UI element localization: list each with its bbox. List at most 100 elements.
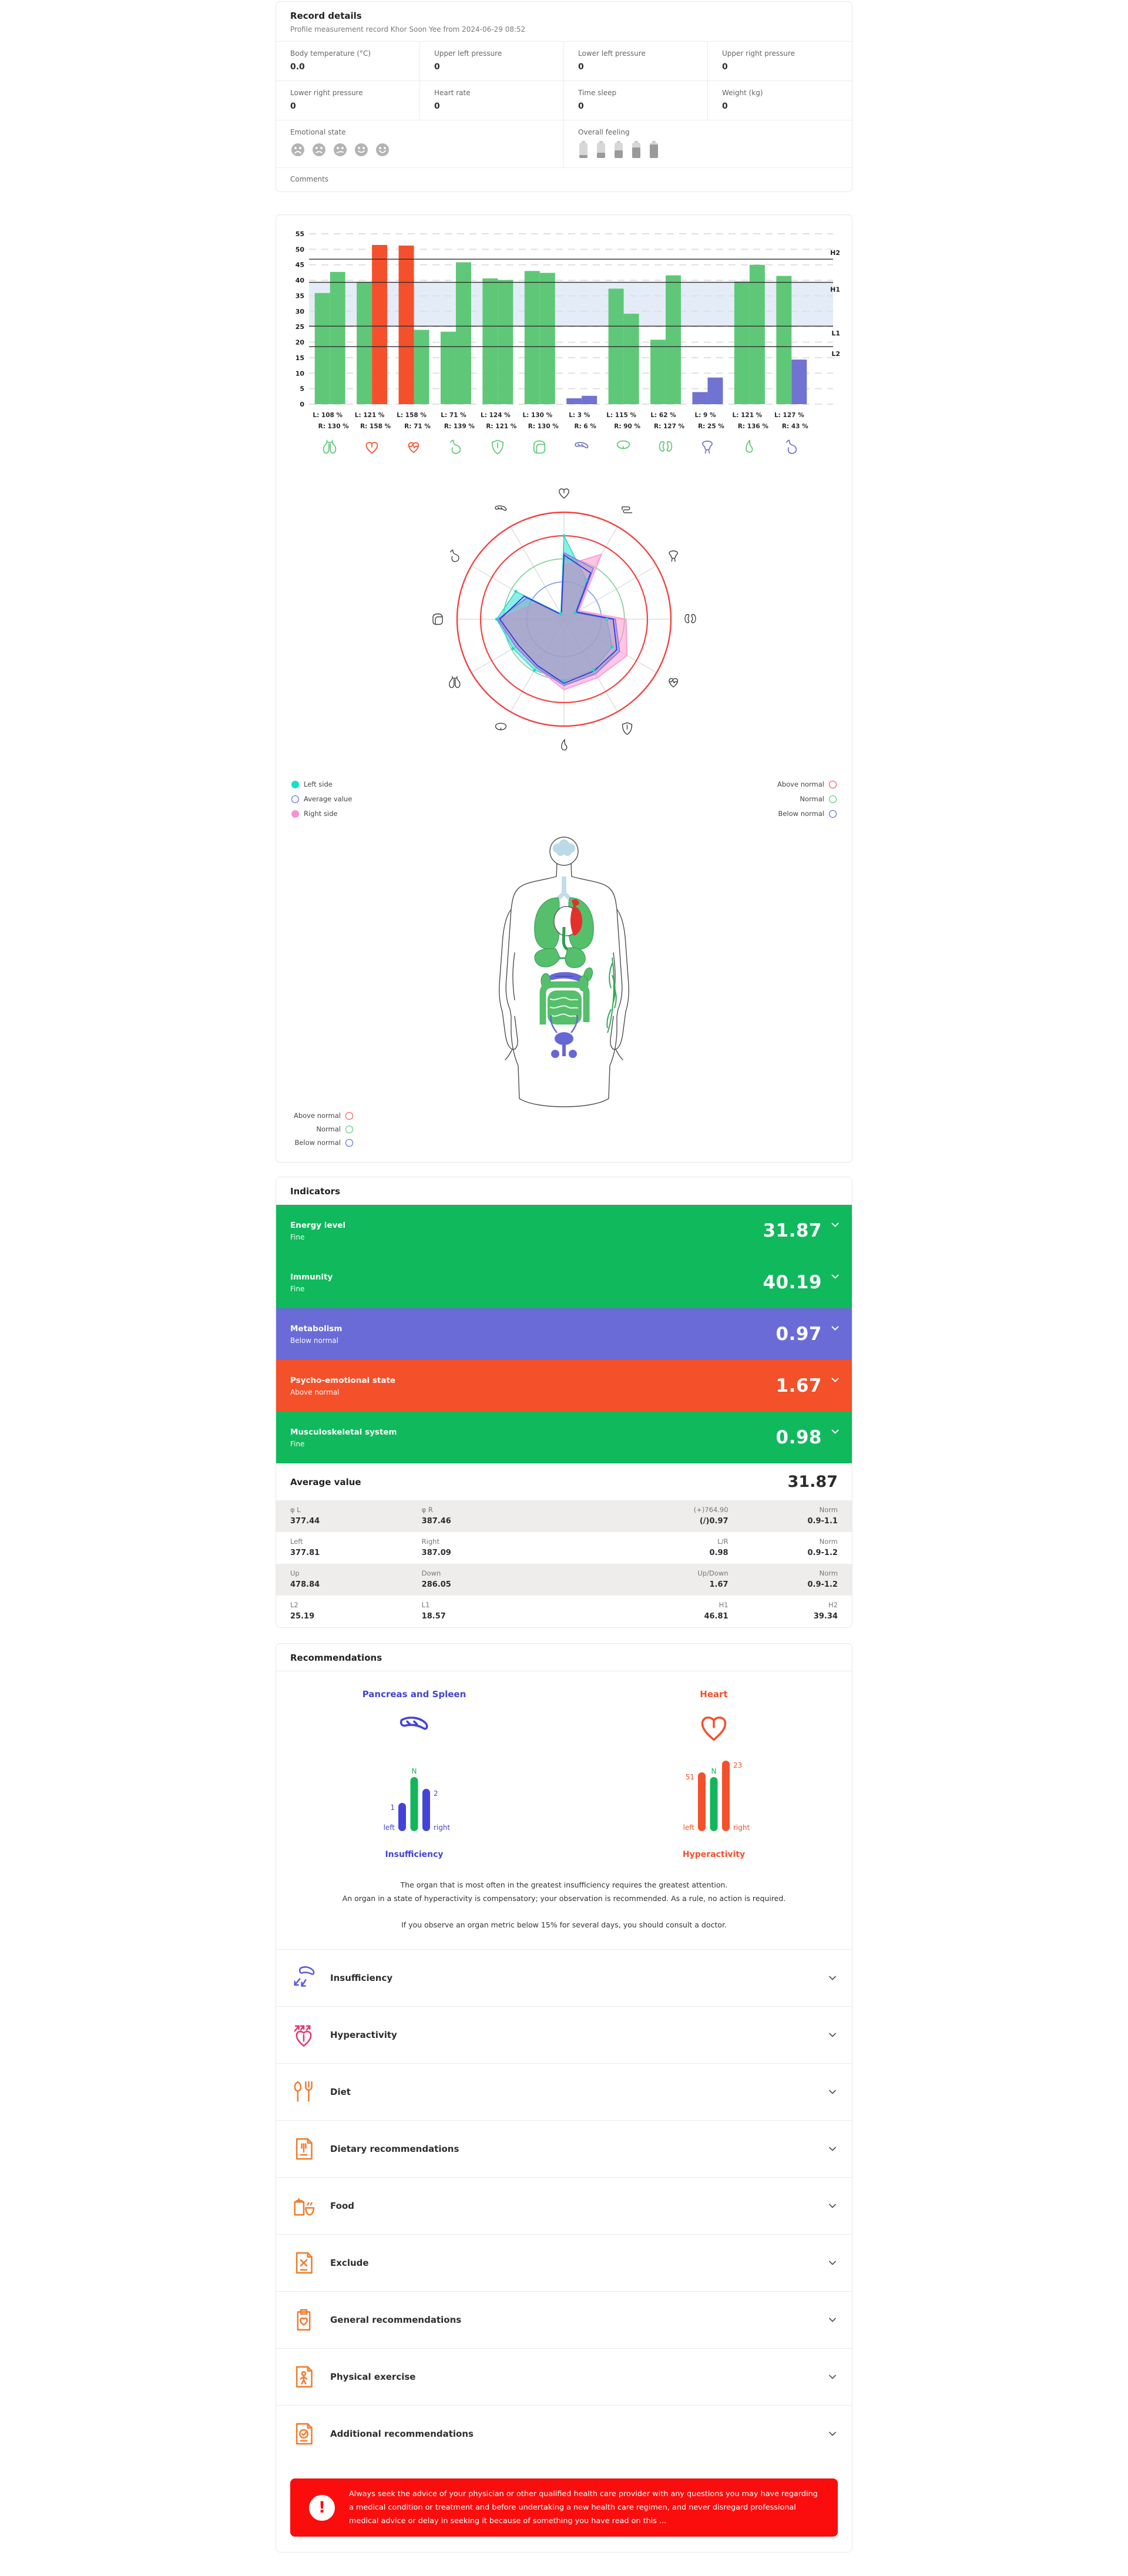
field-body-temperature-c-: Body temperature (°C) 0.0: [276, 42, 420, 81]
radar-axis-bladder: [669, 550, 678, 562]
bar-right-bladder: [707, 377, 723, 404]
svg-text:L2: L2: [831, 350, 840, 358]
mini-bar-1: [410, 1777, 418, 1831]
blue-outline-dot: [345, 1138, 353, 1147]
chevron-down-icon: [831, 1326, 839, 1331]
accordion-item-diet[interactable]: Diet: [276, 2063, 852, 2120]
radar-right-side: [498, 553, 628, 691]
battery-icon-level-5[interactable]: [649, 141, 659, 159]
indicator-row-energy-level[interactable]: Energy level Fine 31.87: [276, 1205, 852, 1257]
bar-left-stomach: [440, 331, 456, 404]
cell-label: (+)764.90: [693, 1506, 728, 1514]
svg-text:L: 158 %: L: 158 %: [397, 412, 427, 419]
battery-icon-level-3[interactable]: [613, 141, 624, 159]
accordion-item-food[interactable]: Food: [276, 2177, 852, 2234]
chevron-down-icon: [829, 2431, 836, 2436]
accordion-item-physical-exercise[interactable]: Physical exercise: [276, 2348, 852, 2405]
heart-icon: [701, 1717, 727, 1741]
trachea: [556, 876, 572, 901]
battery-icon-level-2[interactable]: [596, 141, 606, 159]
svg-text:L1: L1: [831, 330, 840, 337]
indicator-text: Psycho-emotional state Above normal: [290, 1376, 395, 1396]
svg-text:R: 127 %: R: 127 %: [654, 423, 685, 430]
bar-left-heart: [356, 281, 372, 404]
record-details-subtitle: Profile measurement record Khor Soon Yee…: [290, 25, 526, 33]
green-outline-dot: [345, 1125, 353, 1133]
table-cell: H2 39.34: [728, 1601, 838, 1621]
pink-dot: [291, 810, 299, 818]
record-details-header: Record details Profile measurement recor…: [276, 2, 852, 42]
cell-label: Right: [421, 1537, 439, 1546]
field-upper-left-pressure: Upper left pressure 0: [420, 42, 564, 81]
cell-label: L/R: [717, 1537, 728, 1546]
emotion-face-icon-5[interactable]: [375, 142, 390, 157]
table-cell: Up/Down 1.67: [564, 1569, 728, 1589]
recommendations-title: Recommendations: [290, 1653, 382, 1663]
indicator-row-psycho-emotional-state[interactable]: Psycho-emotional state Above normal 1.67: [276, 1360, 852, 1412]
accordion-item-dietary-recommendations[interactable]: Dietary recommendations: [276, 2120, 852, 2177]
svg-text:R: 139 %: R: 139 %: [444, 423, 475, 430]
accordion-label: Exclude: [330, 2258, 369, 2269]
chevron-down-icon: [829, 2261, 836, 2265]
radar-legend: Left side Average value Right side Above…: [276, 771, 852, 829]
radar-axis-shield: [622, 722, 633, 735]
battery-icon-level-4[interactable]: [631, 141, 642, 159]
body-legend-normal: Normal: [290, 1125, 838, 1133]
indicator-text: Immunity Fine: [290, 1272, 333, 1293]
field-label: Upper left pressure: [434, 49, 502, 58]
chevron-down-icon: [831, 1222, 839, 1227]
accordion-item-additional-recommendations[interactable]: Additional recommendations: [276, 2405, 852, 2462]
svg-text:R: 121 %: R: 121 %: [486, 423, 517, 430]
recommendation-notes: The organ that is most often in the grea…: [276, 1863, 852, 1949]
body-legend-above: Above normal: [290, 1111, 838, 1120]
svg-text:51: 51: [686, 1773, 694, 1781]
svg-text:L: 121 %: L: 121 %: [732, 412, 762, 419]
organ-bladder: [699, 438, 716, 458]
indicator-row-metabolism[interactable]: Metabolism Below normal 0.97: [276, 1308, 852, 1360]
cell-label: Norm: [819, 1537, 838, 1546]
heart-organ: [553, 899, 582, 936]
average-value-row: Average value 31.87: [276, 1463, 852, 1500]
emotion-face-icon-4[interactable]: [354, 142, 369, 157]
field-value: 0: [290, 102, 296, 111]
accordion-item-insufficiency[interactable]: Insufficiency: [276, 1949, 852, 2006]
accordion-label: Insufficiency: [330, 1973, 393, 1984]
battery-icon-level-1[interactable]: [578, 141, 589, 159]
comments-label: Comments: [290, 175, 329, 183]
blue-outline-dot: [291, 795, 299, 803]
emotion-face-icon-3[interactable]: [333, 142, 348, 157]
indicator-row-immunity[interactable]: Immunity Fine 40.19: [276, 1257, 852, 1308]
svg-text:0: 0: [300, 401, 304, 408]
accordion-icon-wrap: [290, 2421, 317, 2447]
green-outline-dot: [829, 795, 837, 803]
accordion-item-general-recommendations[interactable]: General recommendations: [276, 2291, 852, 2348]
svg-text:R: 130 %: R: 130 %: [528, 423, 559, 430]
accordion-item-exclude[interactable]: Exclude: [276, 2234, 852, 2291]
cell-value: 46.81: [704, 1612, 728, 1621]
cell-value: 1.67: [709, 1580, 728, 1589]
svg-text:5: 5: [300, 385, 304, 393]
comments-toggle[interactable]: Comments: [276, 168, 852, 192]
emotion-face-icon-1[interactable]: [290, 142, 306, 157]
emotion-face-icon-2[interactable]: [311, 142, 327, 157]
accordion-item-hyperactivity[interactable]: Hyperactivity: [276, 2006, 852, 2063]
svg-text:L: 9 %: L: 9 %: [694, 412, 716, 419]
mini-bar-0: [698, 1772, 706, 1831]
indicator-row-musculoskeletal-system[interactable]: Musculoskeletal system Fine 0.98: [276, 1412, 852, 1463]
indicator-status: Fine: [290, 1284, 305, 1293]
svg-text:L: 127 %: L: 127 %: [774, 412, 804, 419]
cell-label: Up/Down: [697, 1569, 728, 1577]
organ-heart: [363, 438, 381, 458]
indicator-value-wrap: 0.98: [776, 1427, 840, 1448]
bar-right-kidneys: [665, 275, 681, 404]
organ-liver: [615, 438, 632, 458]
svg-text:R: 43 %: R: 43 %: [781, 423, 808, 430]
table-row: Up 478.84 Down 286.05 Up/Down 1.67 Norm 0.9-1.2: [276, 1564, 852, 1596]
svg-text:2: 2: [434, 1789, 438, 1798]
bar-right-liver: [623, 314, 639, 404]
accordion-icon-wrap: [290, 2022, 317, 2048]
svg-text:10: 10: [295, 370, 304, 377]
organ-stomach: [446, 438, 464, 458]
stomach-icon: [450, 439, 461, 454]
organ-panel-heart: Heart 51 N 23 left right Hyperactivity: [626, 1689, 802, 1859]
